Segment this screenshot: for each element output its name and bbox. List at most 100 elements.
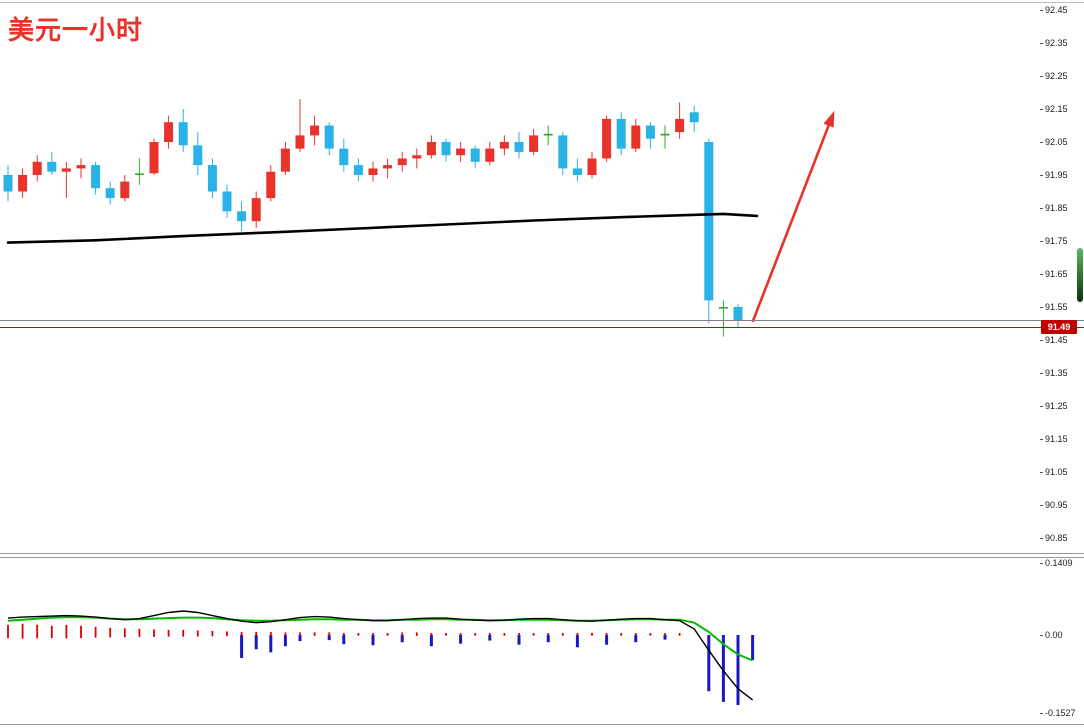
candle-body bbox=[295, 135, 305, 149]
indicator-axis-label: -0.1527 bbox=[1045, 708, 1076, 718]
candle-body bbox=[616, 118, 626, 149]
axis-tick bbox=[1040, 307, 1043, 308]
price-axis-label: 92.15 bbox=[1045, 104, 1068, 114]
price-axis-label: 92.05 bbox=[1045, 137, 1068, 147]
indicator-red-ticks bbox=[7, 623, 681, 639]
panel-separator[interactable] bbox=[0, 553, 1084, 554]
price-axis-label: 91.85 bbox=[1045, 203, 1068, 213]
candle-body bbox=[675, 118, 685, 133]
axis-tick bbox=[1040, 76, 1043, 77]
candle-body bbox=[324, 125, 334, 149]
price-axis-label: 90.85 bbox=[1045, 533, 1068, 543]
axis-tick bbox=[1040, 538, 1043, 539]
support-line[interactable] bbox=[0, 319, 1084, 321]
price-axis-label: 91.05 bbox=[1045, 467, 1068, 477]
price-axis-label: 92.25 bbox=[1045, 71, 1068, 81]
top-border bbox=[0, 2, 1084, 3]
candle-body bbox=[485, 148, 495, 162]
candle-body bbox=[280, 148, 290, 172]
candle-body bbox=[587, 158, 597, 175]
scrollbar-thumb[interactable] bbox=[1077, 248, 1083, 302]
candle-body bbox=[134, 173, 144, 175]
axis-tick bbox=[1040, 241, 1043, 242]
candle-body bbox=[383, 165, 393, 169]
axis-tick bbox=[1040, 439, 1043, 440]
candle-body bbox=[32, 161, 42, 175]
indicator-bottom-border bbox=[0, 724, 1084, 725]
candlestick-chart[interactable] bbox=[0, 0, 1040, 553]
price-axis-label: 91.25 bbox=[1045, 401, 1068, 411]
price-axis-label: 91.55 bbox=[1045, 302, 1068, 312]
indicator-top-border bbox=[0, 557, 1084, 558]
candle-body bbox=[207, 165, 217, 192]
candle-body bbox=[339, 148, 349, 166]
candles bbox=[3, 99, 743, 337]
trend-arrow[interactable] bbox=[751, 110, 835, 323]
indicator-axis: 0.1409 0.00 -0.1527 bbox=[1040, 557, 1084, 724]
candle-body bbox=[441, 142, 451, 156]
indicator-blue-bars bbox=[240, 635, 755, 705]
arrow-shaft bbox=[751, 117, 833, 323]
candle-body bbox=[193, 145, 203, 166]
moving-average-line[interactable] bbox=[6, 212, 759, 244]
current-price-line[interactable] bbox=[0, 326, 1084, 328]
candle-body bbox=[572, 168, 582, 175]
candle-body bbox=[660, 133, 670, 136]
signal-line-green bbox=[7, 616, 753, 662]
price-axis-label: 91.95 bbox=[1045, 170, 1068, 180]
candle-body bbox=[704, 142, 714, 301]
candle-body bbox=[178, 122, 188, 146]
price-axis-label: 91.75 bbox=[1045, 236, 1068, 246]
axis-tick bbox=[1040, 373, 1043, 374]
axis-tick bbox=[1040, 406, 1043, 407]
axis-tick bbox=[1040, 109, 1043, 110]
price-axis-label: 91.65 bbox=[1045, 269, 1068, 279]
candle-body bbox=[310, 125, 320, 136]
main-price-axis: 92.45 92.35 92.25 92.15 92.05 91.95 91.85 91.75… bbox=[1040, 0, 1084, 553]
candle-body bbox=[558, 135, 568, 169]
candle-body bbox=[543, 133, 553, 136]
candle-body bbox=[61, 168, 71, 172]
price-axis-label: 91.15 bbox=[1045, 434, 1068, 444]
candle-body bbox=[18, 175, 28, 192]
candle-body bbox=[3, 175, 13, 192]
axis-tick bbox=[1040, 505, 1043, 506]
indicator-axis-label: 0.1409 bbox=[1045, 558, 1073, 568]
indicator-axis-label: 0.00 bbox=[1045, 630, 1063, 640]
candle-body bbox=[470, 148, 480, 162]
candle-body bbox=[689, 112, 699, 123]
candle-body bbox=[529, 135, 539, 152]
axis-tick bbox=[1040, 142, 1043, 143]
candle-body bbox=[412, 155, 422, 159]
candle-body bbox=[120, 181, 130, 199]
candle-body bbox=[91, 165, 101, 189]
candle-body bbox=[602, 118, 612, 159]
axis-tick bbox=[1040, 175, 1043, 176]
current-price-tag: 91.49 bbox=[1041, 319, 1077, 334]
candle-body bbox=[499, 142, 509, 149]
axis-tick bbox=[1040, 208, 1043, 209]
indicator-chart[interactable] bbox=[0, 557, 1040, 724]
candle-body bbox=[733, 307, 743, 321]
candle-body bbox=[718, 307, 728, 309]
candle-body bbox=[47, 161, 57, 172]
axis-tick bbox=[1040, 10, 1043, 11]
arrow-head bbox=[823, 110, 835, 128]
price-axis-label: 92.45 bbox=[1045, 5, 1068, 15]
axis-tick bbox=[1040, 43, 1043, 44]
candle-body bbox=[237, 211, 247, 222]
candle-body bbox=[645, 125, 655, 139]
candle-body bbox=[251, 198, 261, 222]
candle-body bbox=[631, 125, 641, 149]
price-axis-label: 90.95 bbox=[1045, 500, 1068, 510]
candle-body bbox=[266, 171, 276, 199]
candle-body bbox=[514, 142, 524, 152]
price-axis-label: 91.45 bbox=[1045, 335, 1068, 345]
candle-body bbox=[426, 142, 436, 156]
axis-tick bbox=[1040, 563, 1043, 564]
candle-body bbox=[164, 122, 174, 142]
candle-body bbox=[105, 188, 115, 199]
candle-body bbox=[149, 142, 159, 174]
axis-tick bbox=[1040, 472, 1043, 473]
